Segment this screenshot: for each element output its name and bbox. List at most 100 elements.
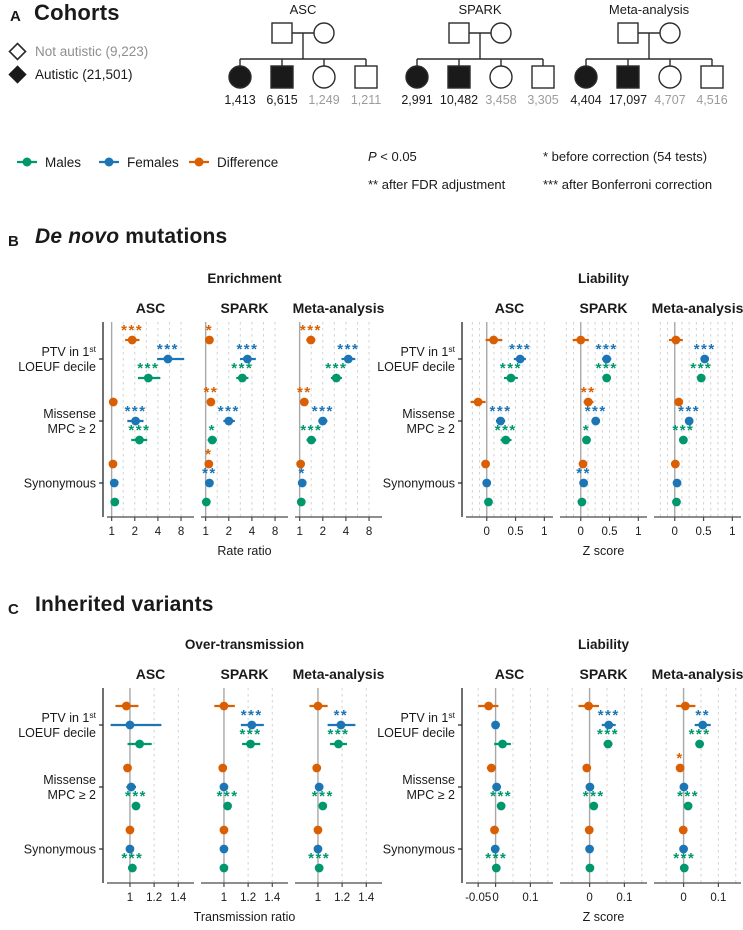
tick-label: 0.5: [602, 526, 618, 538]
significance-stars: **: [297, 384, 312, 401]
pedigree-asc: ASC 1,413 6,615 1,249 1,211: [216, 2, 390, 114]
tick-label: 1.4: [170, 892, 187, 904]
tick-label: 0: [492, 892, 498, 904]
significance-stars: *: [676, 750, 683, 767]
significance-stars: ***: [121, 850, 143, 867]
data-point: [331, 373, 341, 383]
chart-c-overtransmission: Over-transmission ASC 1 1.2 1.4 *** *** SPARK 1 1…: [0, 632, 743, 930]
data-point: [126, 782, 136, 792]
data-point: [297, 478, 307, 488]
data-point: [121, 701, 131, 711]
data-point: [125, 844, 135, 854]
tick-label: 0: [578, 526, 584, 538]
data-point: [582, 435, 591, 445]
data-point: [127, 335, 137, 345]
significance-stars: ***: [337, 341, 359, 358]
tick-label: 2: [132, 526, 138, 538]
data-point: [585, 844, 594, 854]
tick-label: 0: [680, 892, 686, 904]
data-point: [515, 354, 525, 364]
count-unaffected-male: 4,516: [696, 93, 728, 107]
row-label: Synonymous: [383, 843, 455, 857]
data-point: [589, 801, 599, 811]
significance-stars: ***: [678, 403, 700, 420]
tick-label: 1: [127, 892, 133, 904]
count-affected-female: 1,413: [224, 93, 256, 107]
row-label: MPC ≥ 2: [406, 788, 455, 802]
count-affected-male: 17,097: [608, 93, 648, 107]
significance-stars: ***: [240, 726, 262, 743]
significance-stars: ***: [125, 403, 147, 420]
data-point: [482, 478, 492, 488]
tick-label: 0: [672, 526, 678, 538]
data-point: [683, 801, 693, 811]
count-unaffected-female: 4,707: [654, 93, 686, 107]
tick-label: 1: [541, 526, 547, 538]
data-point: [675, 763, 685, 773]
tick-label: -0.05: [465, 892, 491, 904]
data-point: [679, 782, 689, 792]
count-affected-female: 2,991: [401, 93, 433, 107]
data-point: [135, 435, 144, 445]
count-affected-male: 10,482: [439, 93, 479, 107]
facet-label: Meta-analysis: [293, 300, 385, 316]
count-unaffected-male: 3,305: [527, 93, 559, 107]
data-point: [604, 720, 614, 730]
filled-diamond-icon: [8, 64, 27, 84]
difference-label: Difference: [217, 154, 279, 170]
significance-stars: ***: [312, 788, 334, 805]
data-point: [671, 335, 681, 345]
data-point: [684, 416, 694, 426]
tick-label: 1: [729, 526, 735, 538]
tick-label: 1.4: [264, 892, 281, 904]
data-point: [314, 863, 324, 873]
data-point: [313, 701, 323, 711]
facet-label: SPARK: [221, 300, 269, 316]
data-point: [306, 435, 316, 445]
panel-a-letter: A: [10, 8, 21, 25]
data-point: [698, 720, 708, 730]
significance-stars: ***: [300, 422, 322, 439]
data-point: [318, 416, 328, 426]
data-point: [219, 782, 229, 792]
data-point: [201, 497, 211, 507]
significance-stars: ***: [312, 403, 334, 420]
chart-c-liability: Liability ASC -0.05 0 0.1 *** *** SPARK 0 0.1 *** *…: [0, 632, 743, 930]
significance-stars: **: [202, 465, 217, 482]
tick-label: 2: [226, 526, 232, 538]
data-point: [576, 335, 586, 345]
not-autistic-label: Not autistic (9,223): [35, 43, 149, 59]
tick-label: 2: [320, 526, 326, 538]
significance-stars: ***: [689, 726, 711, 743]
chart-title: Liability: [578, 637, 629, 652]
data-point: [491, 863, 501, 873]
data-point: [204, 459, 214, 469]
panel-c-title: Inherited variants: [35, 593, 214, 616]
data-point: [670, 459, 680, 469]
tick-label: 1: [221, 892, 227, 904]
significance-stars: ***: [585, 403, 607, 420]
data-point: [490, 844, 500, 854]
data-point: [313, 844, 323, 854]
facet-label: Meta-analysis: [293, 666, 385, 682]
bonferroni-note: *** after Bonferroni correction: [543, 177, 713, 192]
row-label: Missense: [43, 407, 96, 421]
tick-label: 4: [155, 526, 162, 538]
row-label: Synonymous: [24, 843, 96, 857]
significance-stars: ***: [308, 850, 330, 867]
panel-b-title-rest: mutations: [119, 225, 228, 248]
data-point: [585, 863, 595, 873]
data-point: [579, 478, 589, 488]
data-point: [577, 497, 587, 507]
significance-stars: **: [334, 707, 349, 724]
data-point: [679, 863, 689, 873]
data-point: [584, 701, 593, 711]
data-point: [603, 739, 613, 749]
data-point: [219, 863, 229, 873]
significance-stars: ***: [694, 341, 716, 358]
row-label: MPC ≥ 2: [47, 788, 96, 802]
data-point: [218, 763, 228, 773]
data-point: [678, 435, 688, 445]
